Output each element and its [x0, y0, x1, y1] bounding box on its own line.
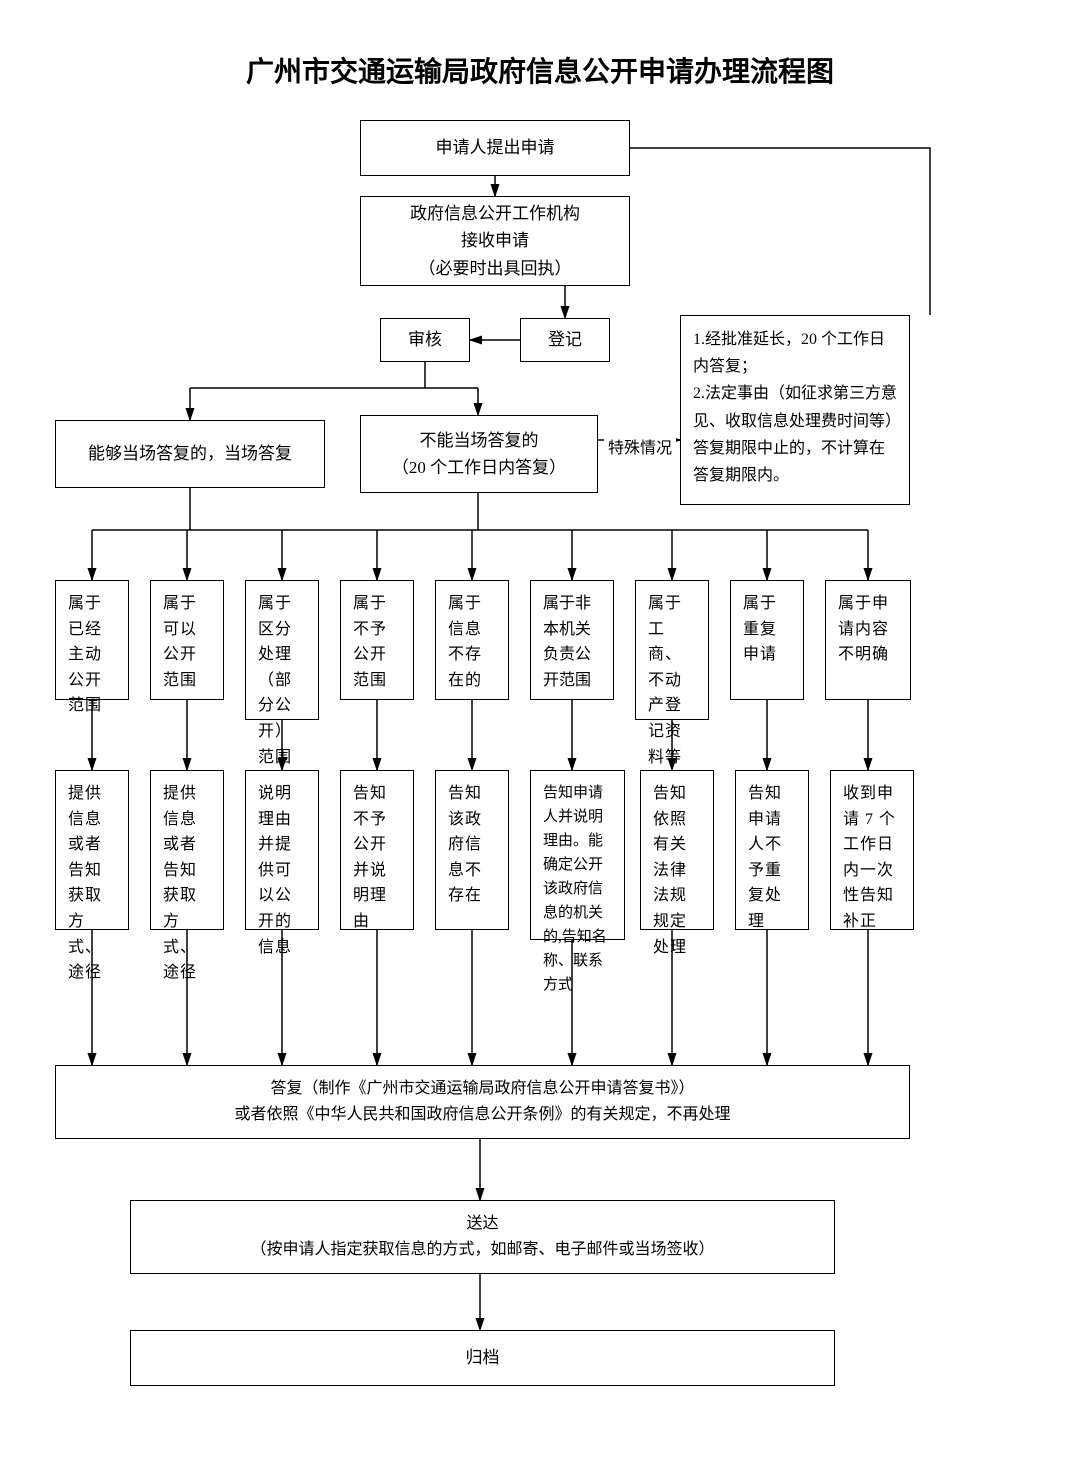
node-res-6: 告知申请人并说明理由。能确定公开该政府信息的机关的,告知名称、联系方式 — [530, 770, 625, 940]
label-special-condition: 特殊情况 — [604, 432, 676, 460]
node-immediate-reply: 能够当场答复的，当场答复 — [55, 420, 325, 488]
node-res-1: 提供信息或者告知获取方式、途径 — [55, 770, 129, 930]
node-res-9: 收到申请 7 个工作日内一次性告知补正 — [830, 770, 914, 930]
node-cat-proactive: 属于已经主动公开范围 — [55, 580, 129, 700]
node-delayed-reply: 不能当场答复的 （20 个工作日内答复） — [360, 415, 598, 493]
node-cat-not-agency: 属于非本机关负责公开范围 — [530, 580, 614, 700]
flowchart-canvas: 申请人提出申请 政府信息公开工作机构 接收申请 （必要时出具回执） 审核 登记 … — [0, 120, 1080, 1470]
node-cat-no-disclose: 属于不予公开范围 — [340, 580, 414, 700]
node-review: 审核 — [380, 318, 470, 362]
node-res-3: 说明理由并提供可以公开的信息 — [245, 770, 319, 930]
node-applicant-submit: 申请人提出申请 — [360, 120, 630, 176]
node-register: 登记 — [520, 318, 610, 362]
node-res-4: 告知不予公开并说明理由 — [340, 770, 414, 930]
node-cat-not-exist: 属于信息不存在的 — [435, 580, 509, 700]
page-title: 广州市交通运输局政府信息公开申请办理流程图 — [0, 0, 1080, 120]
node-res-2: 提供信息或者告知获取方式、途径 — [150, 770, 224, 930]
node-special-extension: 1.经批准延长，20 个工作日内答复； 2.法定事由（如征求第三方意见、收取信息… — [680, 315, 910, 505]
node-deliver: 送达 （按申请人指定获取信息的方式，如邮寄、电子邮件或当场签收） — [130, 1200, 835, 1274]
node-res-5: 告知该政府信息不存在 — [435, 770, 509, 930]
node-cat-can-disclose: 属于可以公开范围 — [150, 580, 224, 700]
node-cat-repeat: 属于重复申请 — [730, 580, 804, 700]
node-res-8: 告知申请人不予重复处理 — [735, 770, 809, 930]
node-receive: 政府信息公开工作机构 接收申请 （必要时出具回执） — [360, 196, 630, 286]
node-reply: 答复（制作《广州市交通运输局政府信息公开申请答复书》） 或者依照《中华人民共和国… — [55, 1065, 910, 1139]
node-res-7: 告知依照有关法律法规规定处理 — [640, 770, 714, 930]
node-cat-unclear: 属于申请内容不明确 — [825, 580, 911, 700]
node-cat-partial: 属于区分处理（部分公开）范围 — [245, 580, 319, 720]
node-cat-commercial: 属于工商、不动产登记资料等信息 — [635, 580, 709, 720]
node-archive: 归档 — [130, 1330, 835, 1386]
